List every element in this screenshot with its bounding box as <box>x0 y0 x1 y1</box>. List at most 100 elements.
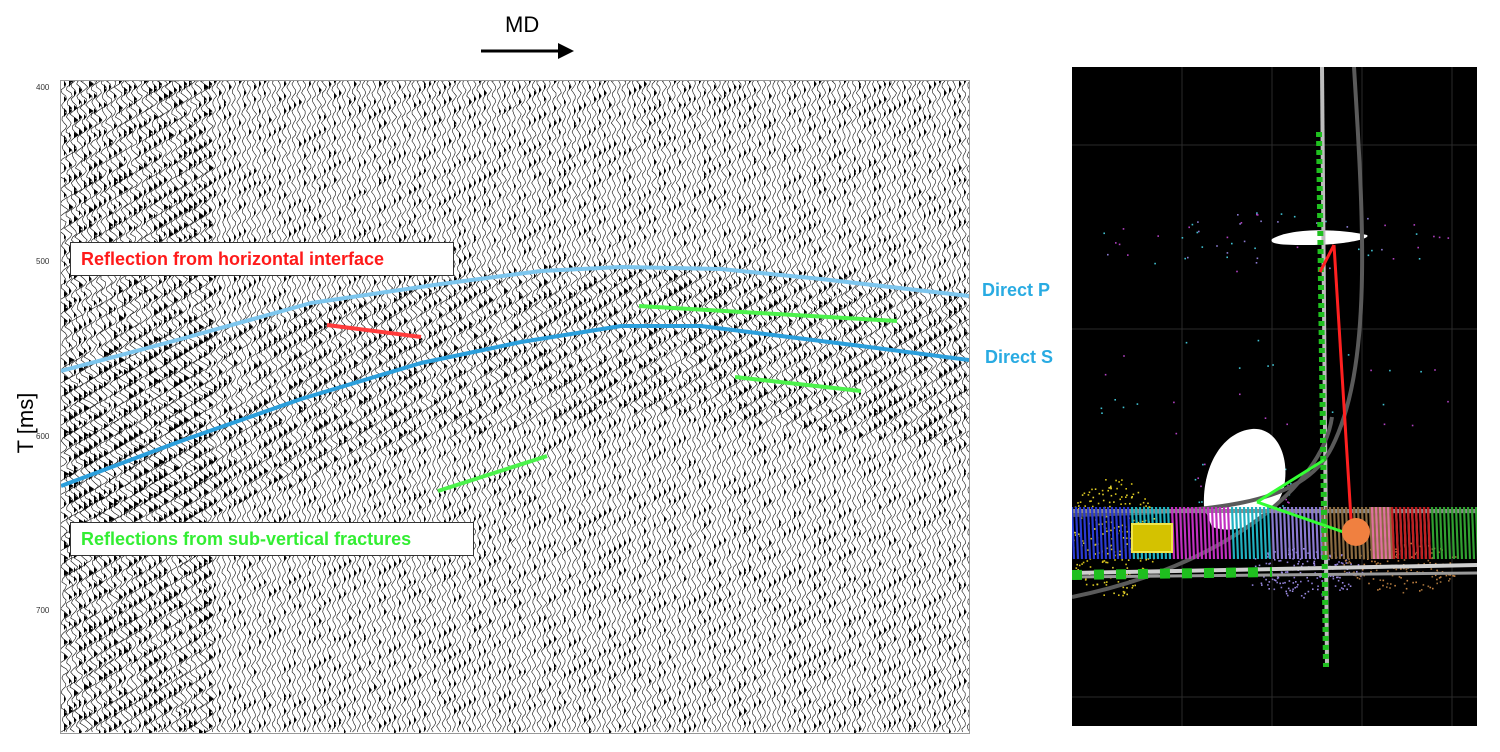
trace-fill <box>184 429 187 435</box>
trace-fill <box>339 705 342 711</box>
trace-fill <box>769 360 771 366</box>
trace-fill <box>204 198 207 204</box>
trace-fill <box>99 117 103 123</box>
trace-fill <box>284 333 286 339</box>
trace-fill <box>764 180 766 186</box>
trace-fill <box>664 447 666 453</box>
trace-fill <box>824 576 826 582</box>
trace-fill <box>549 207 551 213</box>
trace-fill <box>794 483 797 489</box>
trace-fill <box>744 303 748 309</box>
trace-fill <box>139 291 142 297</box>
trace-fill <box>814 345 816 351</box>
trace-fill <box>524 570 527 576</box>
trace-fill <box>254 336 257 342</box>
trace-fill <box>419 588 422 594</box>
trace-fill <box>264 345 267 351</box>
trace-fill <box>69 441 73 447</box>
seismic-trace <box>715 81 724 733</box>
trace-fill <box>754 159 757 165</box>
trace-fill <box>74 567 76 573</box>
trace-fill <box>509 717 511 723</box>
trace-fill <box>279 474 283 480</box>
trace-fill <box>139 372 142 378</box>
trace-fill <box>819 177 822 183</box>
trace-fill <box>299 630 302 636</box>
trace-fill <box>624 234 627 240</box>
trace-fill <box>324 435 327 441</box>
trace-fill <box>814 444 816 450</box>
trace-fill <box>759 573 762 579</box>
trace-fill <box>149 90 151 96</box>
trace-fill <box>689 684 691 690</box>
trace-fill <box>674 342 677 348</box>
trace-fill <box>384 204 387 210</box>
trace-fill <box>739 489 741 495</box>
trace-fill <box>89 306 92 312</box>
trace-fill <box>789 669 791 675</box>
trace-fill <box>129 282 132 288</box>
trace-fill <box>739 84 742 90</box>
trace-fill <box>69 678 72 684</box>
trace-fill <box>204 153 207 159</box>
trace-fill <box>154 516 156 522</box>
trace-fill <box>134 570 137 576</box>
trace-fill <box>444 84 447 90</box>
trace-fill <box>604 81 607 84</box>
trace-fill <box>684 645 687 651</box>
trace-fill <box>714 558 717 564</box>
trace-fill <box>754 618 756 624</box>
trace-fill <box>69 357 75 363</box>
trace-fill <box>719 303 722 309</box>
trace-fill <box>134 279 139 285</box>
trace-fill <box>834 600 837 606</box>
trace-fill <box>844 456 846 462</box>
trace-fill <box>839 108 841 114</box>
trace-fill <box>364 354 368 360</box>
trace-fill <box>309 318 312 324</box>
trace-fill <box>159 222 164 228</box>
trace-fill <box>564 381 566 387</box>
trace-fill <box>214 471 217 477</box>
trace-fill <box>509 690 512 696</box>
trace-fill <box>624 651 627 657</box>
trace-fill <box>809 225 812 231</box>
trace-fill <box>134 432 139 438</box>
trace-fill <box>69 162 72 168</box>
trace-fill <box>764 570 767 576</box>
trace-fill <box>744 234 747 240</box>
trace-fill <box>304 237 307 243</box>
trace-fill <box>689 294 692 300</box>
trace-fill <box>769 471 771 477</box>
trace-fill <box>84 462 89 468</box>
trace-fill <box>449 168 451 174</box>
trace-fill <box>174 603 178 609</box>
trace-fill <box>659 141 661 147</box>
trace-fill <box>784 435 786 441</box>
trace-fill <box>349 99 352 105</box>
trace-fill <box>499 696 502 702</box>
trace-fill <box>554 705 557 711</box>
trace-fill <box>689 84 692 90</box>
trace-fill <box>94 189 98 195</box>
trace-fill <box>279 390 282 396</box>
trace-fill <box>604 564 606 570</box>
trace-fill <box>609 393 612 399</box>
trace-fill <box>609 144 611 150</box>
trace-fill <box>429 81 432 87</box>
trace-fill <box>394 99 396 105</box>
trace-fill <box>674 147 677 153</box>
trace-fill <box>124 369 129 375</box>
trace-fill <box>109 321 112 327</box>
trace-fill <box>139 513 143 519</box>
trace-fill <box>439 297 442 303</box>
trace-fill <box>549 723 552 729</box>
trace-fill <box>79 396 83 402</box>
trace-fill <box>784 363 787 369</box>
trace-fill <box>324 420 329 426</box>
trace-fill <box>99 636 102 642</box>
trace-fill <box>184 348 189 354</box>
trace-fill <box>249 171 252 177</box>
trace-fill <box>364 342 367 348</box>
trace-fill <box>614 282 618 288</box>
